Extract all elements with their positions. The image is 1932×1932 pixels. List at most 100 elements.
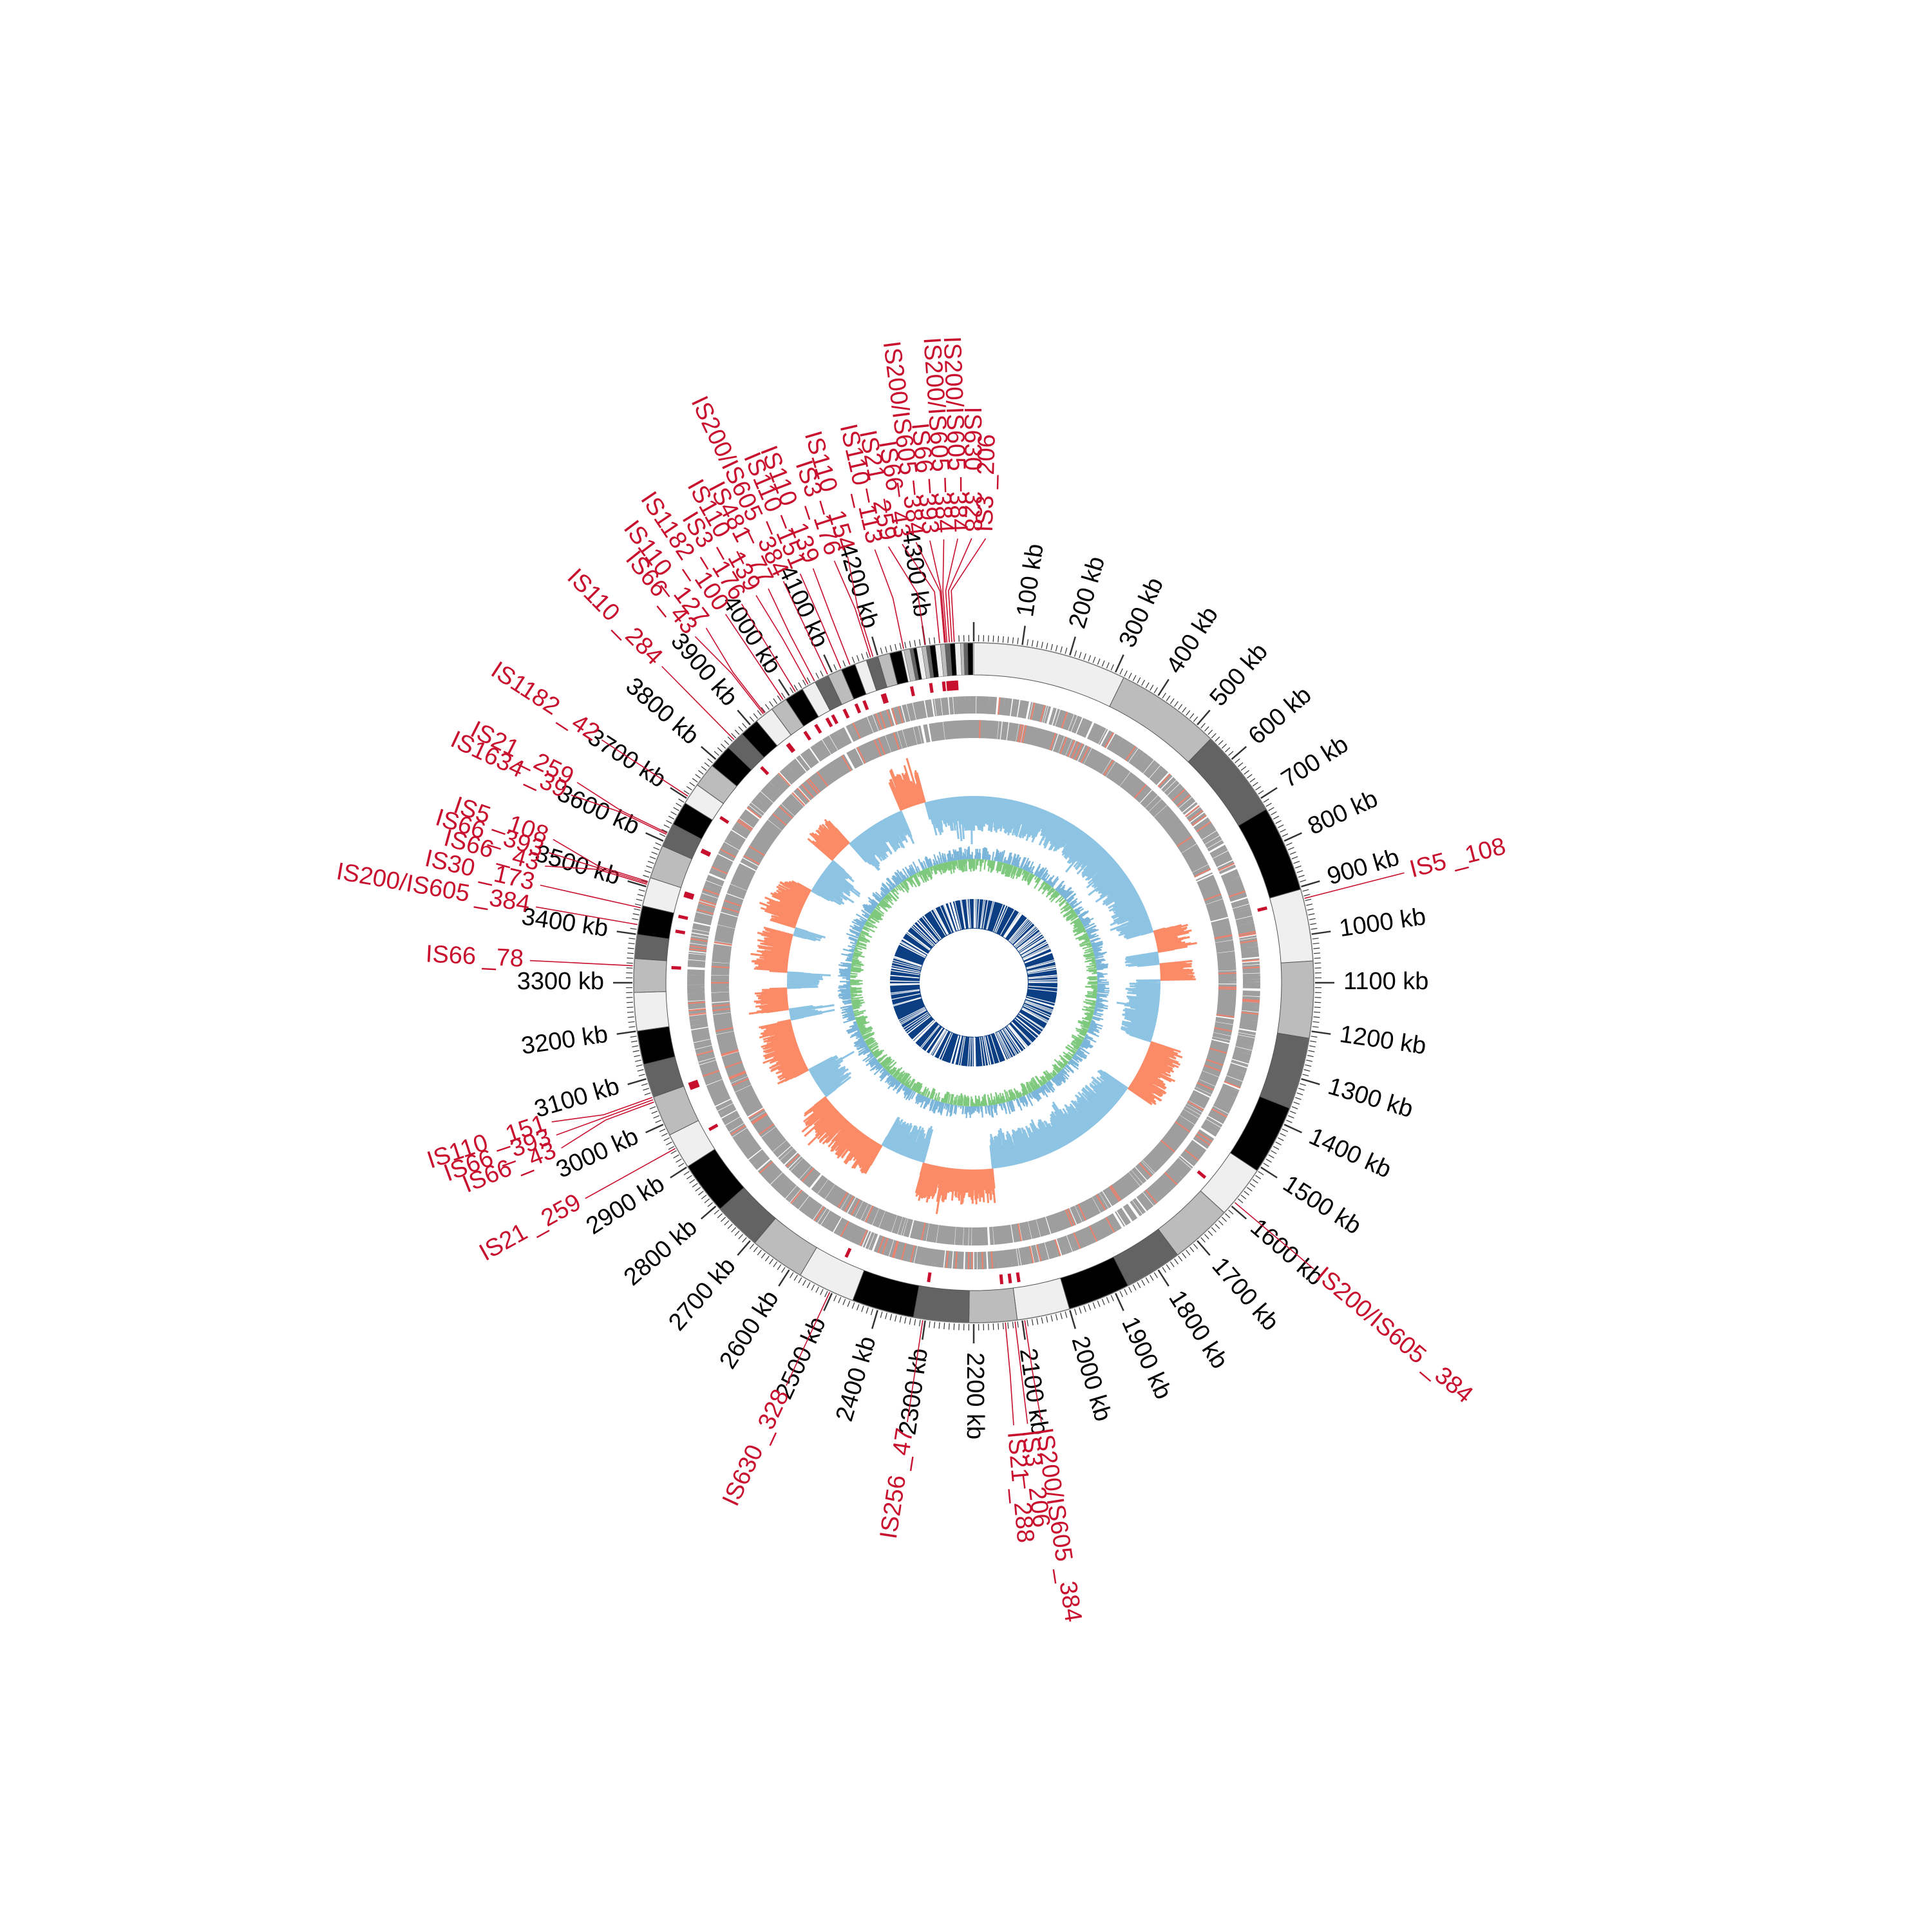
- is-element-leader-line: [556, 1099, 654, 1136]
- minor-tick: [938, 1322, 940, 1329]
- minor-tick: [1282, 833, 1289, 837]
- is-element-leader-line: [755, 595, 809, 685]
- minor-tick: [918, 1320, 921, 1327]
- is-element-leader-line: [694, 636, 764, 715]
- minor-tick: [870, 1309, 874, 1316]
- minor-tick: [1240, 766, 1247, 771]
- minor-tick: [1252, 782, 1258, 787]
- contig-segment: [913, 1285, 970, 1323]
- is-element-marker: [671, 966, 681, 970]
- is-element-leader-line: [902, 544, 940, 643]
- core-genome-gap: [900, 936, 931, 956]
- position-tick-label: 500 kb: [1205, 638, 1273, 712]
- minor-tick: [943, 1323, 945, 1330]
- minor-tick: [670, 1150, 677, 1155]
- is-element-leader-line: [724, 614, 784, 700]
- is-element-label: IS66 _78: [425, 940, 524, 972]
- is-element-marker: [760, 766, 770, 775]
- is-element-marker: [954, 680, 959, 690]
- is-element-marker: [1257, 906, 1268, 912]
- gc-content-below-average: [748, 757, 1197, 1215]
- minor-tick: [1280, 1133, 1286, 1137]
- minor-tick: [714, 751, 719, 756]
- minor-tick: [704, 1198, 710, 1204]
- is-element-label: IS5 _108: [1407, 833, 1509, 883]
- is-element-marker: [1007, 1273, 1012, 1283]
- position-tick-label: 1400 kb: [1305, 1123, 1395, 1184]
- minor-tick: [798, 1277, 802, 1283]
- minor-tick: [1306, 1059, 1313, 1062]
- minor-tick: [866, 652, 869, 659]
- minor-tick: [1303, 894, 1311, 896]
- minor-tick: [632, 913, 639, 916]
- minor-tick: [628, 1021, 635, 1023]
- minor-tick: [655, 1119, 662, 1123]
- minor-tick: [1244, 1191, 1249, 1196]
- minor-tick: [629, 938, 636, 940]
- minor-tick: [1300, 879, 1307, 883]
- major-tick: [700, 1206, 717, 1220]
- major-tick: [1069, 1310, 1076, 1329]
- minor-tick: [707, 1202, 713, 1208]
- major-tick: [1115, 654, 1124, 673]
- minor-tick: [1237, 1198, 1244, 1204]
- minor-tick: [1166, 695, 1171, 701]
- minor-tick: [1275, 820, 1282, 824]
- minor-tick: [851, 1302, 855, 1309]
- minor-tick: [676, 1159, 682, 1163]
- is-element-marker: [842, 708, 850, 719]
- minor-tick: [738, 1234, 744, 1240]
- minor-tick: [1162, 692, 1166, 699]
- minor-tick: [847, 1300, 851, 1307]
- minor-tick: [1298, 1088, 1305, 1091]
- minor-tick: [632, 1050, 639, 1052]
- minor-tick: [1312, 1021, 1320, 1023]
- minor-tick: [634, 904, 641, 906]
- is-element-leader-line: [545, 866, 647, 885]
- major-tick: [1283, 832, 1302, 842]
- minor-tick: [1153, 1272, 1158, 1278]
- minor-tick: [661, 829, 668, 833]
- minor-tick: [698, 1191, 704, 1196]
- minor-tick: [1083, 653, 1086, 660]
- minor-tick: [1305, 898, 1312, 902]
- cds-forward-strand-track: [687, 696, 1261, 1270]
- position-tick-label: 2800 kb: [619, 1214, 703, 1291]
- major-tick: [645, 1124, 664, 1133]
- contig-segment: [968, 1287, 1018, 1323]
- minor-tick: [1218, 740, 1224, 746]
- minor-tick: [1310, 923, 1317, 925]
- minor-tick: [777, 695, 782, 701]
- minor-tick: [1060, 646, 1063, 653]
- position-tick-label: 2300 kb: [894, 1347, 933, 1437]
- minor-tick: [1204, 726, 1209, 732]
- is-element-marker: [862, 700, 869, 710]
- minor-tick: [992, 1323, 994, 1331]
- contig-segment: [1276, 960, 1314, 1039]
- minor-tick: [1101, 660, 1105, 667]
- minor-tick: [731, 733, 737, 739]
- major-tick: [670, 1166, 687, 1179]
- minor-tick: [1313, 1016, 1320, 1018]
- minor-tick: [777, 1264, 782, 1271]
- is-element-leader-line: [1005, 1322, 1014, 1426]
- minor-tick: [998, 636, 999, 643]
- position-tick-label: 700 kb: [1276, 731, 1353, 793]
- minor-tick: [773, 1261, 778, 1267]
- minor-tick: [790, 1272, 794, 1278]
- minor-tick: [914, 639, 916, 647]
- minor-tick: [781, 1267, 786, 1273]
- core-genome-block-ring: [887, 898, 1058, 1069]
- contig-segment: [633, 958, 667, 993]
- minor-tick: [1218, 1220, 1224, 1226]
- minor-tick: [866, 1307, 869, 1314]
- rna-feature-ticks: [688, 697, 1260, 1269]
- minor-tick: [1314, 952, 1321, 954]
- contig-segment: [963, 642, 969, 676]
- minor-tick: [793, 685, 798, 691]
- minor-tick: [1311, 927, 1318, 930]
- minor-tick: [689, 1179, 696, 1184]
- minor-tick: [638, 1074, 645, 1077]
- minor-tick: [653, 1115, 660, 1119]
- cds-reverse-strand-track: [710, 719, 1237, 1246]
